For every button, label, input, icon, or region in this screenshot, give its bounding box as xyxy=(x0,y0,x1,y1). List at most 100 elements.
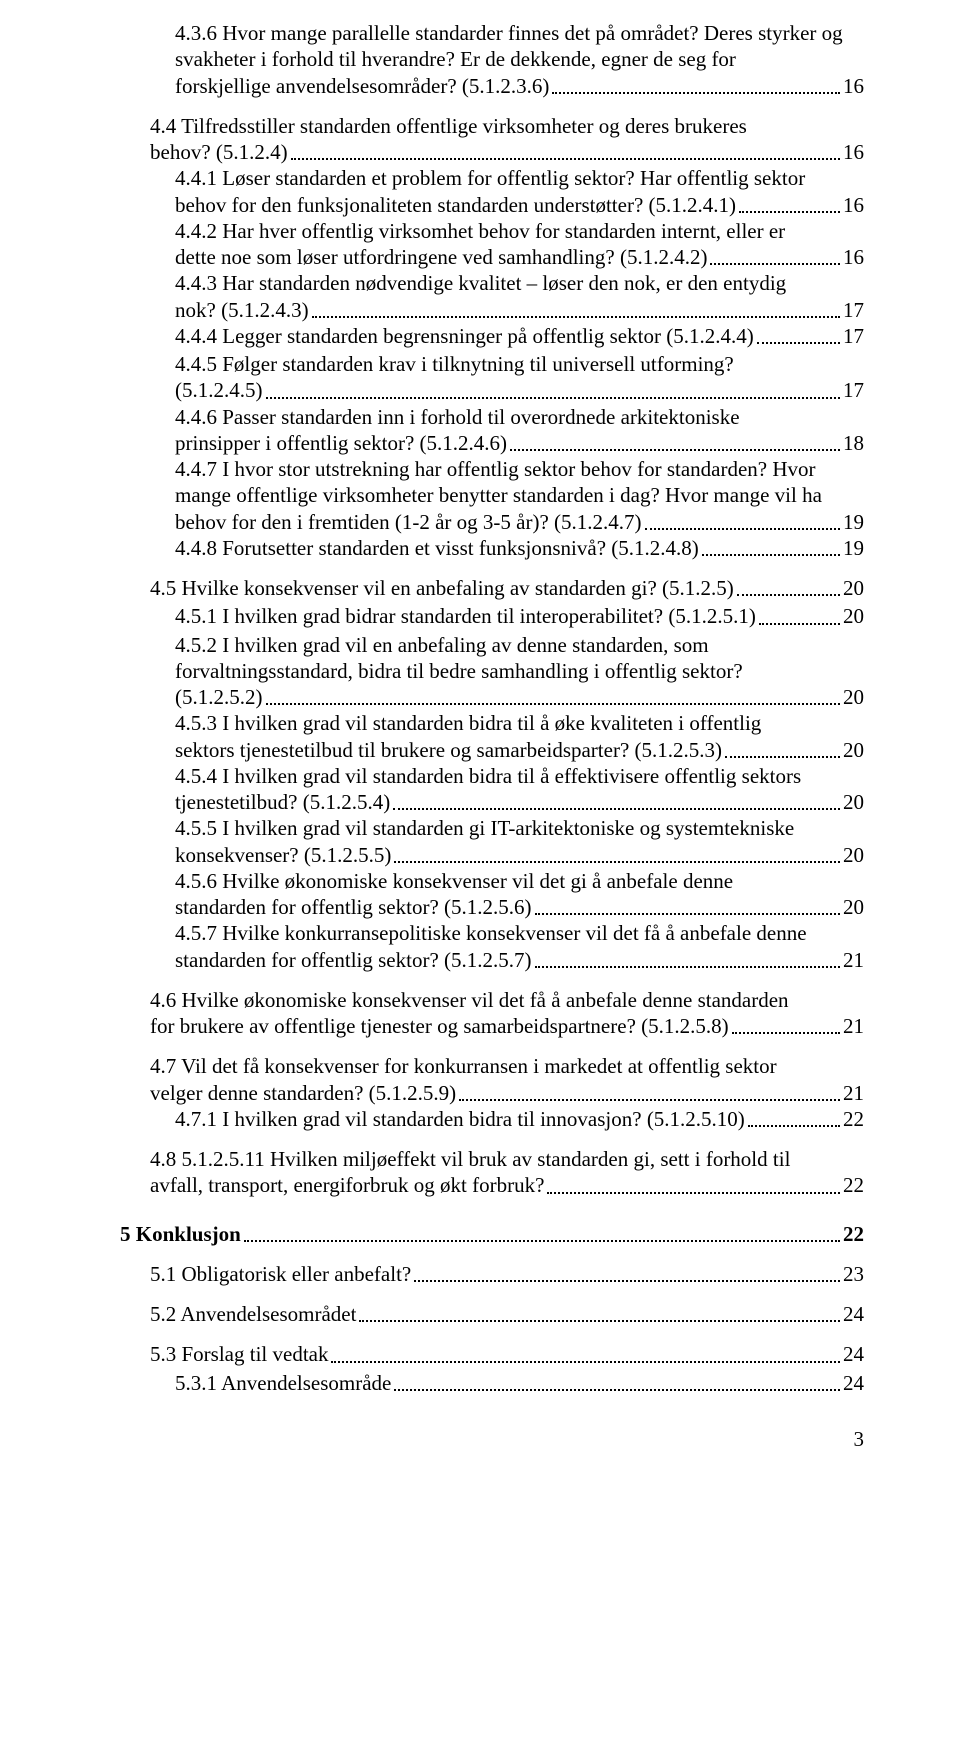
toc-page: 22 xyxy=(843,1221,864,1247)
toc-entry-4.5.1: 4.5.1 I hvilken grad bidrar standarden t… xyxy=(120,603,864,629)
toc-page: 22 xyxy=(843,1172,864,1198)
toc-leader-dots xyxy=(291,158,840,160)
toc-leader-dots xyxy=(535,913,840,915)
toc-leader-dots xyxy=(748,1125,840,1127)
toc-text: 4.4.3 Har standarden nødvendige kvalitet… xyxy=(175,270,864,296)
toc-page: 20 xyxy=(843,894,864,920)
toc-text-tail: konsekvenser? (5.1.2.5.5) xyxy=(175,842,391,868)
toc-text-tail: behov for den funksjonaliteten standarde… xyxy=(175,192,736,218)
toc-text: 4.4.4 Legger standarden begrensninger på… xyxy=(175,323,754,349)
toc-text: 4.4.7 I hvor stor utstrekning har offent… xyxy=(175,456,864,509)
toc-text: 4.4.2 Har hver offentlig virksomhet beho… xyxy=(175,218,864,244)
toc-leader-dots xyxy=(757,342,840,344)
toc-text: 4.4.1 Løser standarden et problem for of… xyxy=(175,165,864,191)
toc-text: 4.4.6 Passer standarden inn i forhold ti… xyxy=(175,404,864,430)
toc-leader-dots xyxy=(244,1240,840,1242)
toc-page: 23 xyxy=(843,1261,864,1287)
toc-page: 20 xyxy=(843,789,864,815)
toc-leader-dots xyxy=(547,1192,840,1194)
toc-entry-4.4.8: 4.4.8 Forutsetter standarden et visst fu… xyxy=(120,535,864,561)
toc-page: 18 xyxy=(843,430,864,456)
toc-page: 21 xyxy=(843,1013,864,1039)
toc-entry-4.5.4: 4.5.4 I hvilken grad vil standarden bidr… xyxy=(120,763,864,816)
toc-text: 4.5.3 I hvilken grad vil standarden bidr… xyxy=(175,710,864,736)
toc-entry-4.4.6: 4.4.6 Passer standarden inn i forhold ti… xyxy=(120,404,864,457)
toc-text: 4.5.2 I hvilken grad vil en anbefaling a… xyxy=(175,632,864,685)
toc-entry-4.4.7: 4.4.7 I hvor stor utstrekning har offent… xyxy=(120,456,864,535)
toc-page: 20 xyxy=(843,737,864,763)
toc-text: 4.5.7 Hvilke konkurransepolitiske konsek… xyxy=(175,920,864,946)
toc-page: 20 xyxy=(843,684,864,710)
toc-leader-dots xyxy=(732,1032,840,1034)
toc-leader-dots xyxy=(759,623,840,625)
toc-text-tail: (5.1.2.5.2) xyxy=(175,684,263,710)
toc-text-tail: avfall, transport, energiforbruk og økt … xyxy=(150,1172,544,1198)
toc-page: 24 xyxy=(843,1370,864,1396)
toc-leader-dots xyxy=(312,316,840,318)
toc-entry-4.5.2: 4.5.2 I hvilken grad vil en anbefaling a… xyxy=(120,632,864,711)
toc-leader-dots xyxy=(535,966,840,968)
toc-entry-4.6: 4.6 Hvilke økonomiske konsekvenser vil d… xyxy=(120,987,864,1040)
toc-page: 24 xyxy=(843,1301,864,1327)
toc-page: 20 xyxy=(843,575,864,601)
toc-page: 16 xyxy=(843,139,864,165)
toc-entry-4.5.7: 4.5.7 Hvilke konkurransepolitiske konsek… xyxy=(120,920,864,973)
toc-text: 4.8 5.1.2.5.11 Hvilken miljøeffekt vil b… xyxy=(150,1146,864,1172)
toc-entry-4.7: 4.7 Vil det få konsekvenser for konkurra… xyxy=(120,1053,864,1106)
toc-text-tail: prinsipper i offentlig sektor? (5.1.2.4.… xyxy=(175,430,507,456)
toc-entry-4.7.1: 4.7.1 I hvilken grad vil standarden bidr… xyxy=(120,1106,864,1132)
toc-text-tail: tjenestetilbud? (5.1.2.5.4) xyxy=(175,789,390,815)
toc-leader-dots xyxy=(414,1280,840,1282)
toc-page: 21 xyxy=(843,1080,864,1106)
toc-text: 4.4.5 Følger standarden krav i tilknytni… xyxy=(175,351,864,377)
toc-page: 17 xyxy=(843,323,864,349)
toc-leader-dots xyxy=(739,211,840,213)
toc-text: 4.5.1 I hvilken grad bidrar standarden t… xyxy=(175,603,756,629)
toc-text: 5.3 Forslag til vedtak xyxy=(150,1341,328,1367)
toc-leader-dots xyxy=(331,1361,840,1363)
toc-text: 5.1 Obligatorisk eller anbefalt? xyxy=(150,1261,411,1287)
toc-entry-4.4: 4.4 Tilfredsstiller standarden offentlig… xyxy=(120,113,864,166)
toc-page: 19 xyxy=(843,509,864,535)
toc-page: 22 xyxy=(843,1106,864,1132)
toc-leader-dots xyxy=(710,263,840,265)
toc-leader-dots xyxy=(510,449,840,451)
toc-text: 4.6 Hvilke økonomiske konsekvenser vil d… xyxy=(150,987,864,1013)
toc-leader-dots xyxy=(737,594,840,596)
toc-page: 17 xyxy=(843,377,864,403)
toc-text-tail: dette noe som løser utfordringene ved sa… xyxy=(175,244,707,270)
toc-entry-4.5.6: 4.5.6 Hvilke økonomiske konsekvenser vil… xyxy=(120,868,864,921)
toc-entry-4.3.6: 4.3.6 Hvor mange parallelle standarder f… xyxy=(120,20,864,99)
toc-leader-dots xyxy=(459,1099,840,1101)
toc-page: 16 xyxy=(843,73,864,99)
toc-text: 4.4.8 Forutsetter standarden et visst fu… xyxy=(175,535,699,561)
toc-text-tail: (5.1.2.4.5) xyxy=(175,377,263,403)
toc-leader-dots xyxy=(552,92,840,94)
toc-text: 5.3.1 Anvendelsesområde xyxy=(175,1370,391,1396)
toc-entry-4.4.3: 4.4.3 Har standarden nødvendige kvalitet… xyxy=(120,270,864,323)
page-number: 3 xyxy=(120,1426,864,1452)
toc-text-tail: sektors tjenestetilbud til brukere og sa… xyxy=(175,737,722,763)
toc-leader-dots xyxy=(394,861,840,863)
toc-entry-5.2: 5.2 Anvendelsesområdet 24 xyxy=(120,1301,864,1327)
toc-entry-4.5.3: 4.5.3 I hvilken grad vil standarden bidr… xyxy=(120,710,864,763)
toc-leader-dots xyxy=(702,554,840,556)
toc-leader-dots xyxy=(394,1389,840,1391)
toc-entry-4.4.5: 4.4.5 Følger standarden krav i tilknytni… xyxy=(120,351,864,404)
toc-text-tail: behov? (5.1.2.4) xyxy=(150,139,288,165)
toc-page: 24 xyxy=(843,1341,864,1367)
toc-entry-4.4.1: 4.4.1 Løser standarden et problem for of… xyxy=(120,165,864,218)
toc-page: 20 xyxy=(843,842,864,868)
toc-leader-dots xyxy=(266,397,841,399)
toc-entry-5.3.1: 5.3.1 Anvendelsesområde 24 xyxy=(120,1370,864,1396)
toc-leader-dots xyxy=(393,808,840,810)
toc-page: 17 xyxy=(843,297,864,323)
toc-entry-5: 5 Konklusjon 22 xyxy=(120,1221,864,1247)
toc-text-tail: standarden for offentlig sektor? (5.1.2.… xyxy=(175,947,532,973)
toc-page: 16 xyxy=(843,192,864,218)
toc-text-tail: forskjellige anvendelsesområder? (5.1.2.… xyxy=(175,73,549,99)
toc-text: 4.4 Tilfredsstiller standarden offentlig… xyxy=(150,113,864,139)
toc-page: 19 xyxy=(843,535,864,561)
toc-leader-dots xyxy=(725,756,840,758)
toc-text: 4.7.1 I hvilken grad vil standarden bidr… xyxy=(175,1106,745,1132)
